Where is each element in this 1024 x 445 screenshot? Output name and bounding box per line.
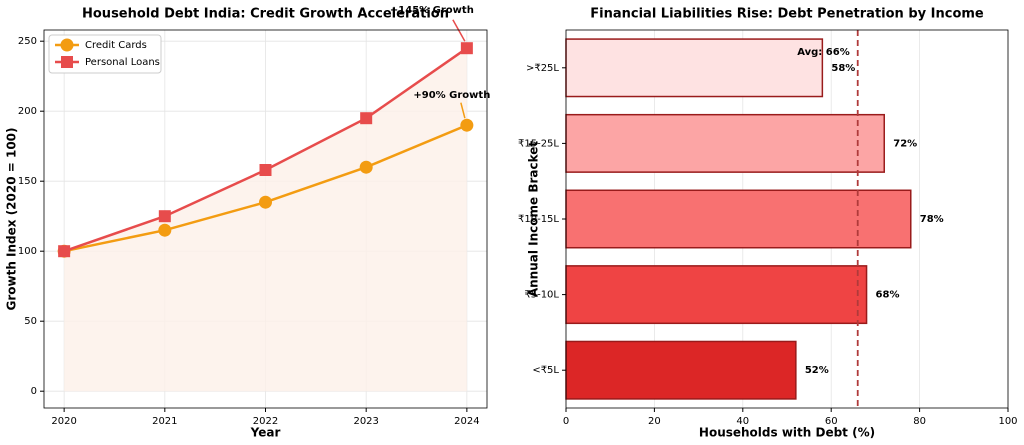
bar [565,340,797,400]
x-axis-label: Households with Debt (%) [699,426,875,440]
x-tick-label: 60 [825,416,838,427]
value-label: 58% [831,63,855,74]
value-label: 68% [876,290,900,301]
marker [158,210,171,223]
x-tick-label: 80 [913,416,926,427]
chart-title: Financial Liabilities Rise: Debt Penetra… [590,7,984,22]
y-tick-label: <₹5L [532,365,559,376]
reference-label: Avg: 66% [797,47,849,58]
x-tick-label: 20 [648,416,661,427]
x-tick-label: 2023 [353,416,378,427]
y-tick-label: ₹5-10L [524,290,559,301]
value-label: 52% [805,365,829,376]
marker [58,245,71,258]
bar [565,189,912,249]
x-tick-label: 2021 [152,416,177,427]
x-tick-label: 40 [736,416,749,427]
y-tick-label: 200 [18,106,37,117]
x-tick-label: 2020 [51,416,76,427]
annotation: +145% Growth [390,5,474,16]
y-tick-label: ₹10-15L [518,214,559,225]
x-tick-label: 2024 [454,416,479,427]
y-tick-label: 0 [31,386,37,397]
annotation-arrow [452,19,466,42]
legend-marker [60,38,74,52]
marker [460,42,473,55]
y-tick-label: 100 [18,246,37,257]
x-axis-label: Year [250,426,281,440]
chart-title: Household Debt India: Credit Growth Acce… [82,7,449,22]
marker [359,160,373,174]
y-tick-label: 250 [18,36,37,47]
marker [259,195,272,209]
x-tick-label: 100 [998,416,1017,427]
x-tick-label: 2022 [253,416,278,427]
y-axis-label: Annual Income Bracket [527,141,541,298]
bar [565,113,885,173]
x-tick-label: 0 [563,416,569,427]
plot-border [43,29,488,409]
bar [565,38,824,98]
marker [360,112,373,125]
marker [158,223,172,237]
marker [460,118,474,132]
marker [259,164,272,176]
value-label: 72% [893,138,917,149]
bar [565,265,868,325]
legend-label: Credit Cards [85,40,147,51]
legend-marker [61,56,73,68]
y-tick-label: >₹25L [526,63,559,74]
value-label: 78% [920,214,944,225]
y-axis-label: Growth Index (2020 = 100) [5,127,19,310]
y-tick-label: 50 [24,316,37,327]
annotation: +90% Growth [413,90,490,101]
area-fill [64,48,467,392]
annotation-arrow [460,102,466,119]
legend-label: Personal Loans [85,57,160,68]
y-tick-label: ₹15-25L [518,138,559,149]
y-tick-label: 150 [18,176,37,187]
plot-border [565,29,1009,409]
